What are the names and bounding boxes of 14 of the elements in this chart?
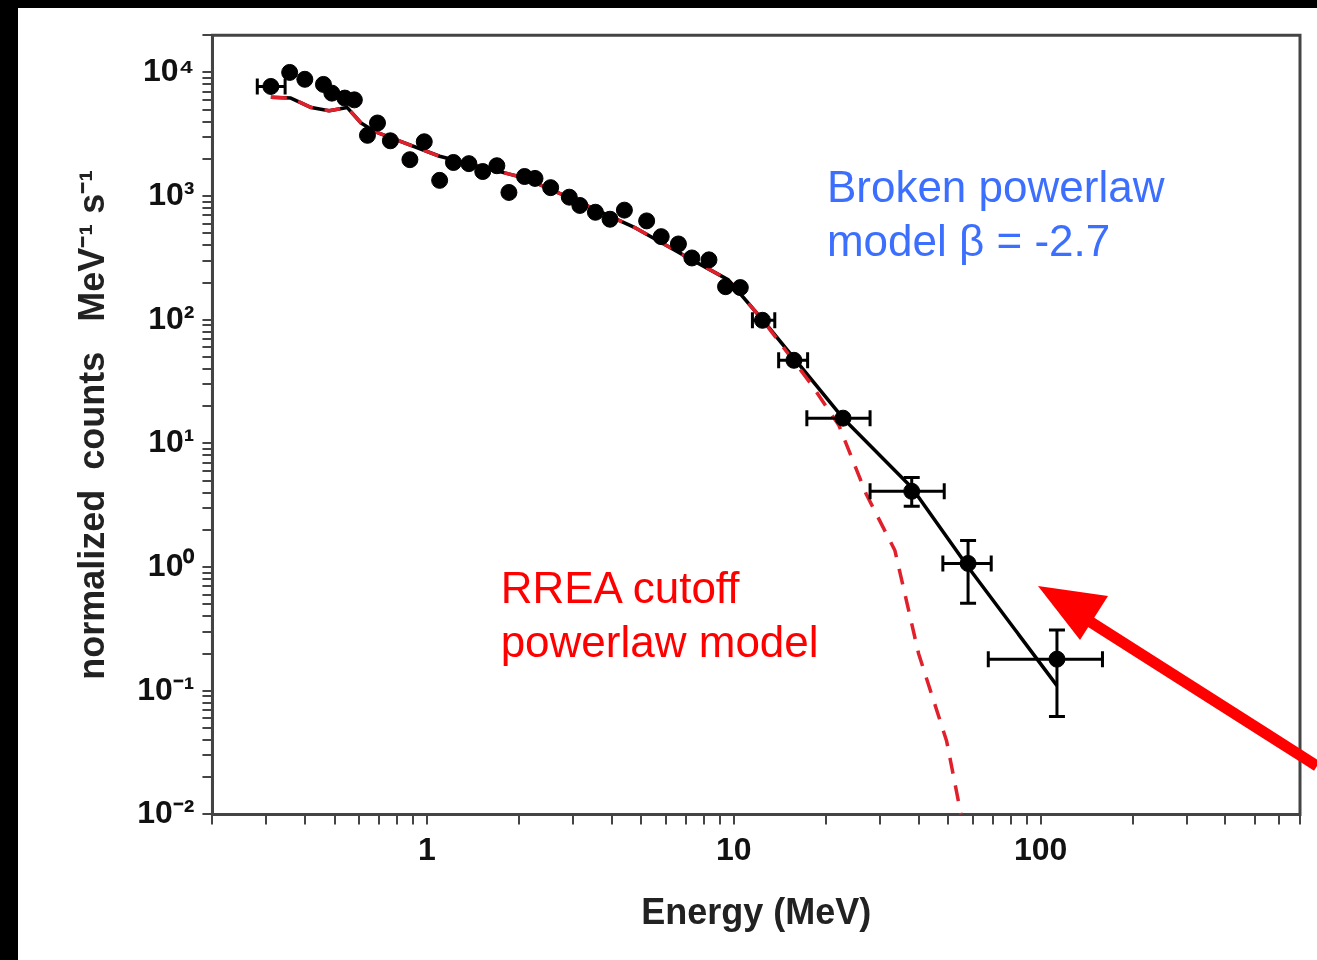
y-tick-label: 10⁴ <box>143 52 195 89</box>
x-tick-label: 100 <box>1013 831 1068 868</box>
x-tick-label: 1 <box>418 831 436 868</box>
y-tick-label: 10⁰ <box>147 546 196 583</box>
annotation: RREA cutoff powerlaw model <box>500 562 819 669</box>
y-axis-title: normalized counts MeV⁻¹ s⁻¹ <box>70 169 112 680</box>
x-axis-title: Energy (MeV) <box>641 891 872 933</box>
y-tick-label: 10⁻¹ <box>137 670 195 707</box>
x-tick-label: 10 <box>716 831 752 868</box>
y-tick-label: 10² <box>148 299 195 336</box>
y-tick-label: 10³ <box>148 175 195 212</box>
y-tick-label: 10⁻² <box>137 794 195 831</box>
annotation: Broken powerlaw model β = -2.7 <box>826 160 1165 267</box>
y-tick-label: 10¹ <box>148 423 195 460</box>
